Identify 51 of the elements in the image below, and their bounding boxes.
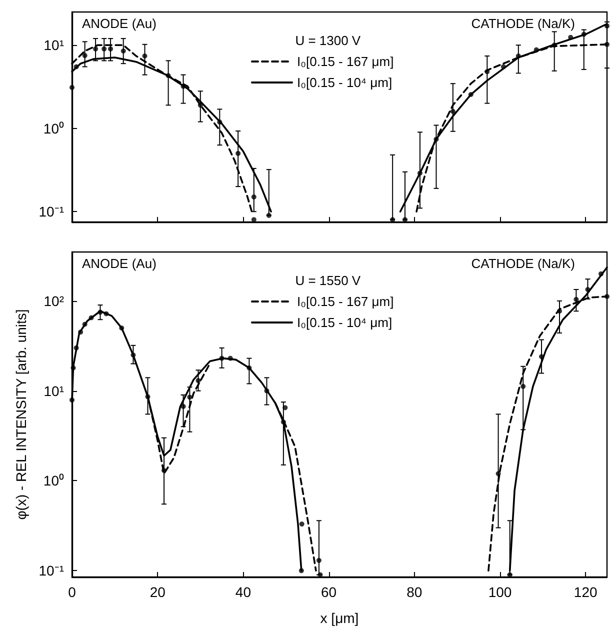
point: [102, 46, 107, 52]
annotation: CATHODE (Na/K): [471, 256, 575, 271]
point: [316, 558, 322, 563]
point: [574, 296, 579, 302]
x-tick-label: 60: [321, 584, 337, 600]
point: [142, 54, 148, 59]
legend-label: I₀[0.15 - 10⁴ μm]: [297, 75, 392, 90]
point: [251, 194, 256, 200]
legend-label: I₀[0.15 - 167 μm]: [297, 294, 394, 309]
point: [299, 522, 304, 527]
point: [162, 468, 167, 473]
x-tick-label: 40: [235, 584, 252, 600]
annotation: U = 1550 V: [295, 273, 361, 288]
x-tick-label: 120: [574, 584, 598, 600]
point: [282, 405, 288, 410]
legend-label: I₀[0.15 - 10⁴ μm]: [297, 315, 392, 330]
x-tick-label: 0: [68, 584, 76, 600]
annotation: ANODE (Au): [82, 16, 156, 31]
x-tick-label: 20: [150, 584, 166, 600]
point: [484, 69, 490, 74]
point: [187, 394, 192, 400]
point: [604, 42, 610, 47]
point: [450, 108, 456, 114]
x-axis-title: x [μm]: [320, 610, 359, 626]
point: [496, 471, 501, 476]
point: [180, 404, 186, 409]
point: [520, 384, 526, 389]
y-tick-label: 10¹: [44, 382, 64, 399]
y-tick-label: 10⁰: [43, 120, 64, 136]
annotation: ANODE (Au): [82, 256, 156, 271]
y-tick-label: 10¹: [44, 37, 64, 54]
point: [82, 53, 88, 58]
point: [198, 102, 203, 108]
legend-label: I₀[0.15 - 167 μm]: [297, 54, 394, 69]
point: [556, 308, 562, 314]
annotation: U = 1300 V: [295, 33, 361, 48]
y-axis-title: φ(x) - REL INTENSITY [arb. units]: [12, 309, 29, 520]
y-tick-label: 10⁰: [43, 472, 64, 489]
point: [108, 46, 114, 52]
y-tick-label: 10⁻¹: [38, 204, 64, 220]
y-tick-label: 10⁻¹: [38, 562, 64, 579]
point: [70, 84, 74, 90]
point: [196, 378, 201, 384]
annotation: CATHODE (Na/K): [471, 16, 575, 31]
y-tick-label: 10²: [44, 292, 64, 309]
x-tick-label: 100: [488, 584, 512, 600]
x-tick-label: 80: [406, 584, 422, 600]
point: [604, 294, 610, 299]
point: [93, 46, 98, 52]
point: [120, 48, 126, 54]
point: [236, 150, 241, 156]
